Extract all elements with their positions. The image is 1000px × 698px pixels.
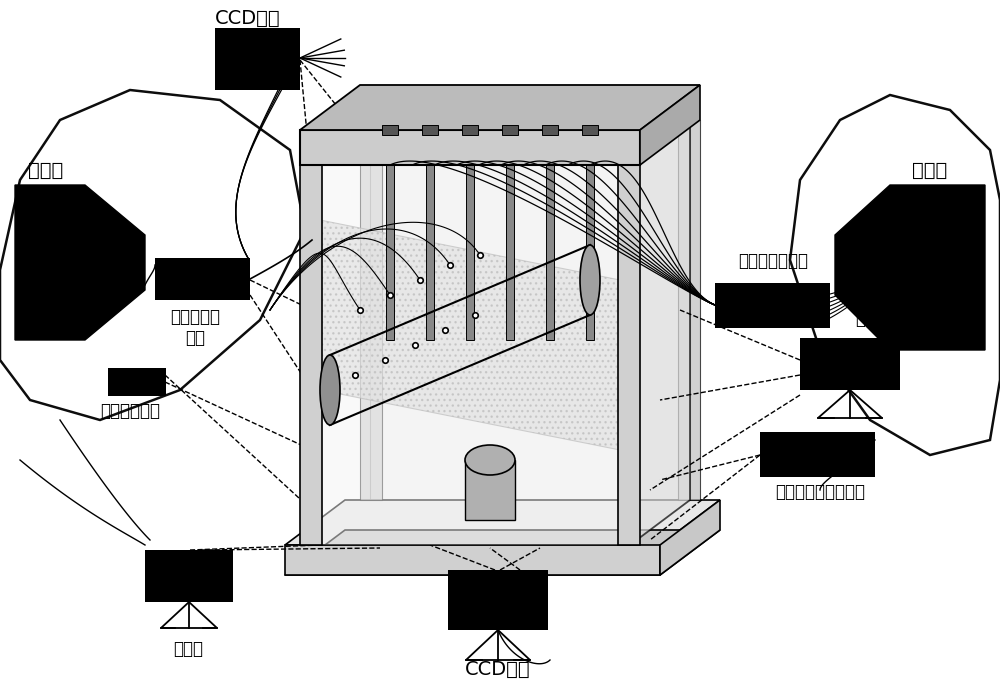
- Text: 激光器: 激光器: [855, 310, 885, 328]
- Bar: [448, 570, 548, 630]
- Text: CCD相机: CCD相机: [465, 660, 531, 679]
- Polygon shape: [630, 120, 690, 545]
- Polygon shape: [285, 530, 720, 575]
- Polygon shape: [546, 165, 554, 340]
- Polygon shape: [285, 500, 720, 545]
- Polygon shape: [382, 125, 398, 135]
- Polygon shape: [835, 185, 985, 350]
- Polygon shape: [15, 185, 145, 340]
- Polygon shape: [678, 120, 700, 500]
- Polygon shape: [386, 165, 394, 340]
- Ellipse shape: [320, 355, 340, 425]
- Bar: [215, 28, 300, 90]
- Bar: [155, 258, 250, 300]
- Polygon shape: [310, 120, 690, 165]
- Polygon shape: [660, 500, 720, 575]
- Text: 计算机: 计算机: [28, 161, 63, 179]
- Ellipse shape: [465, 445, 515, 475]
- Polygon shape: [422, 125, 438, 135]
- Text: CCD相机: CCD相机: [215, 8, 281, 27]
- Polygon shape: [586, 165, 594, 340]
- Polygon shape: [502, 125, 518, 135]
- Text: 计算机: 计算机: [912, 161, 948, 179]
- Bar: [715, 283, 830, 328]
- Polygon shape: [360, 120, 382, 500]
- Polygon shape: [370, 120, 690, 500]
- Polygon shape: [0, 90, 305, 420]
- Text: 数据采集手柄: 数据采集手柄: [100, 402, 160, 420]
- Text: 位移数据采
集仪: 位移数据采 集仪: [170, 308, 220, 347]
- Polygon shape: [285, 545, 660, 575]
- Text: 压力数据采集仪: 压力数据采集仪: [738, 252, 808, 270]
- Polygon shape: [640, 85, 700, 165]
- Polygon shape: [618, 165, 640, 545]
- Ellipse shape: [580, 245, 600, 315]
- Polygon shape: [300, 130, 640, 165]
- Polygon shape: [542, 125, 558, 135]
- Polygon shape: [506, 165, 514, 340]
- Bar: [145, 550, 233, 602]
- Polygon shape: [300, 165, 322, 545]
- Polygon shape: [462, 125, 478, 135]
- Polygon shape: [465, 460, 515, 520]
- Text: 位移控制数据采集仪: 位移控制数据采集仪: [775, 483, 865, 501]
- Bar: [800, 338, 900, 390]
- Text: 激光器: 激光器: [173, 640, 203, 658]
- Polygon shape: [300, 85, 700, 130]
- Polygon shape: [466, 165, 474, 340]
- Bar: [108, 368, 166, 396]
- Polygon shape: [582, 125, 598, 135]
- Bar: [760, 432, 875, 477]
- Polygon shape: [426, 165, 434, 340]
- Polygon shape: [790, 95, 1000, 455]
- Polygon shape: [310, 165, 630, 545]
- Polygon shape: [320, 220, 620, 450]
